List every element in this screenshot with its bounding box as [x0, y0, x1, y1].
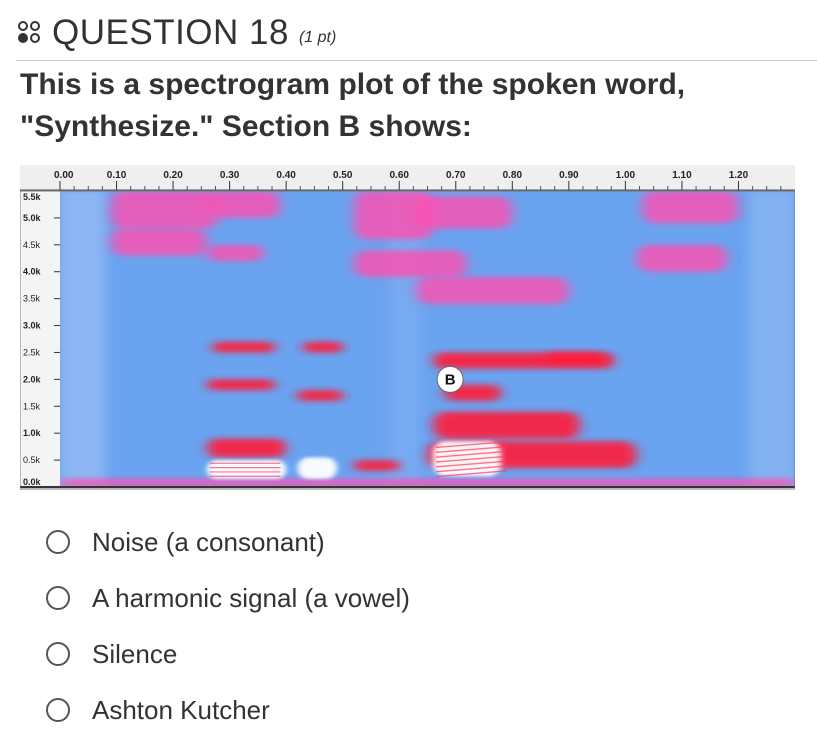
answer-option[interactable]: Ashton Kutcher: [46, 682, 410, 738]
harmonic-line: [435, 465, 507, 473]
spectrogram-band: [749, 191, 795, 487]
harmonic-line: [435, 455, 507, 463]
x-tick-label: 1.00: [616, 170, 636, 181]
x-tick-label: 0.40: [276, 170, 296, 181]
energy-region-high: [433, 411, 581, 439]
spectrogram-band: [387, 191, 422, 487]
y-tick-label: 3.0k: [23, 321, 42, 331]
question-title: QUESTION 18: [52, 13, 289, 52]
y-tick-label: 2.5k: [23, 347, 41, 357]
energy-region-mid: [110, 191, 219, 229]
x-tick-label: 0.70: [446, 170, 466, 181]
x-tick-label: 0.00: [54, 170, 74, 181]
harmonic-line: [435, 460, 507, 468]
energy-region-mid: [416, 277, 569, 305]
harmonic-line: [435, 450, 507, 458]
x-tick-label: 0.60: [389, 170, 409, 181]
question-icon: [16, 19, 44, 47]
y-tick-label: 2.0k: [23, 374, 42, 384]
spectrogram-band: [60, 191, 106, 487]
energy-region-mid: [354, 191, 434, 240]
question-header: QUESTION 18 (1 pt): [16, 8, 816, 58]
spectrogram-plot: 0.00 0.10 0.20 0.30 0.40 0.50 0.60 0.70 0.80 0.90…: [20, 165, 795, 490]
x-tick-label: 0.50: [333, 170, 353, 181]
energy-region-mid: [207, 191, 281, 218]
frequency-axis: [20, 191, 60, 487]
y-tick-label: 0.0k: [23, 477, 42, 487]
y-tick-label: 3.5k: [23, 294, 41, 304]
energy-region-high: [303, 341, 343, 353]
option-label: Silence: [92, 638, 178, 669]
answer-option[interactable]: Noise (a consonant): [46, 514, 410, 570]
y-tick-label: 0.5k: [23, 455, 41, 465]
question-prompt: This is a spectrogram plot of the spoken…: [20, 68, 686, 143]
y-tick-label: 5.0k: [23, 213, 42, 223]
energy-region-peak: [297, 457, 338, 479]
radio-button[interactable]: [46, 642, 70, 666]
y-tick-label: 4.0k: [23, 267, 42, 277]
question-points: (1 pt): [298, 29, 337, 46]
time-ruler: [20, 165, 795, 191]
x-tick-label: 1.10: [672, 170, 692, 181]
x-tick-label: 0.80: [503, 170, 523, 181]
section-b-label: B: [445, 371, 456, 388]
radio-button[interactable]: [46, 586, 70, 610]
energy-region-mid: [636, 244, 728, 272]
header-divider: [16, 60, 817, 61]
answer-options: Noise (a consonant) A harmonic signal (a …: [46, 514, 410, 738]
answer-option[interactable]: Silence: [46, 626, 410, 682]
x-tick-label: 0.10: [107, 170, 127, 181]
answer-option[interactable]: A harmonic signal (a vowel): [46, 570, 410, 626]
energy-region-high: [297, 390, 343, 401]
option-label: Ashton Kutcher: [92, 694, 270, 725]
harmonic-line: [435, 470, 507, 478]
x-tick-label: 1.20: [729, 170, 749, 181]
energy-region-mid: [110, 228, 207, 256]
energy-region-mid: [207, 244, 264, 261]
option-label: Noise (a consonant): [92, 526, 325, 557]
energy-region-mid: [60, 478, 795, 487]
energy-region-mid: [416, 196, 513, 229]
y-tick-label: 1.5k: [23, 401, 41, 411]
energy-region-high: [212, 341, 275, 353]
x-tick-label: 0.30: [220, 170, 240, 181]
harmonic-line: [435, 445, 507, 454]
y-tick-label: 4.5k: [23, 240, 41, 250]
energy-region-peak: [207, 460, 287, 479]
energy-region-mid: [354, 250, 468, 278]
x-tick-label: 0.90: [559, 170, 579, 181]
energy-region-mid: [642, 191, 739, 224]
section-b-marker: B: [436, 365, 464, 393]
radio-button[interactable]: [46, 530, 70, 554]
x-tick-label: 0.20: [163, 170, 183, 181]
energy-region-high: [207, 438, 287, 458]
y-tick-label: 1.0k: [23, 428, 42, 438]
energy-region-high: [207, 379, 275, 391]
option-label: A harmonic signal (a vowel): [92, 582, 410, 613]
y-tick-label: 5.5k: [23, 192, 42, 202]
energy-region-high: [546, 352, 603, 364]
harmonic-line: [435, 441, 507, 449]
energy-region-high: [354, 460, 400, 471]
radio-button[interactable]: [46, 698, 70, 722]
